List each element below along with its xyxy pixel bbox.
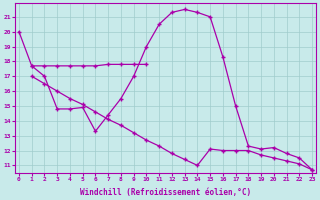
X-axis label: Windchill (Refroidissement éolien,°C): Windchill (Refroidissement éolien,°C) — [80, 188, 251, 197]
